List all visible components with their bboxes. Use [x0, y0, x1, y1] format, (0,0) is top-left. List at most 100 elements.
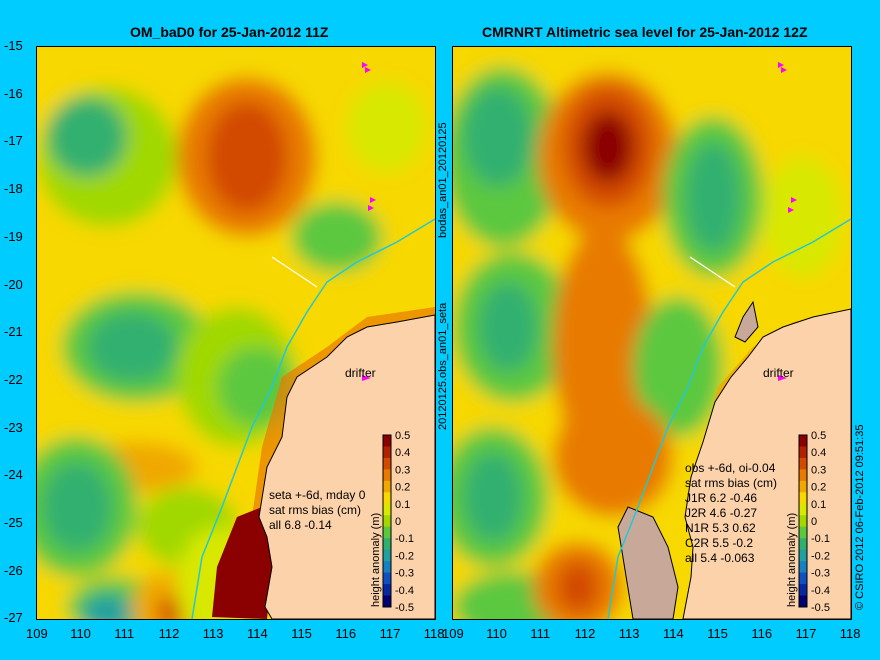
colorbar-tick-label: -0.3	[811, 568, 830, 580]
y-tick-label: -23	[4, 419, 23, 435]
x-tick-label: 109	[26, 626, 48, 641]
right-stats-line-2: sat rms bias (cm)	[685, 476, 777, 490]
x-tick-label: 114	[663, 626, 684, 641]
right-colorbar: 0.5 0.4 0.3 0.2 0.1 0 -0.1 -0.2 -0.3 -0.4 -0.5 heig…	[786, 430, 830, 614]
colorbar-segment	[383, 469, 391, 482]
colorbar-segment	[799, 446, 807, 459]
y-tick-label: -18	[4, 181, 23, 197]
colorbar-segment	[799, 538, 807, 551]
x-tick-label: 118	[423, 626, 445, 641]
left-stats-line-2: sat rms bias (cm)	[269, 503, 361, 517]
right-stats-line-6: C2R 5.5 -0.2	[685, 536, 753, 550]
x-tick-label: 115	[707, 626, 728, 641]
colorbar-tick-label: -0.1	[395, 533, 414, 545]
x-tick-label: 110	[70, 626, 91, 641]
right-stats-line-3: J1R 6.2 -0.46	[685, 491, 757, 505]
left-map-title: OM_baD0 for 25-Jan-2012 11Z	[130, 24, 329, 40]
y-tick-label: -15	[4, 38, 23, 53]
credit-text: © CSIRO 2012 06-Feb-2012 09:51:35	[854, 424, 866, 610]
colorbar-tick-label: 0.4	[395, 447, 410, 459]
y-tick-label: -27	[4, 610, 23, 626]
colorbar-segment	[799, 492, 807, 505]
colorbar-tick-label: 0.3	[395, 464, 410, 476]
colorbar-segment	[799, 480, 807, 493]
colorbar-segment	[383, 457, 391, 470]
x-tick-label: 115	[291, 626, 312, 641]
colorbar-tick-label: 0.1	[811, 499, 826, 511]
colorbar-tick-label: 0	[395, 516, 401, 528]
colorbar-segment	[799, 515, 807, 528]
x-tick-label: 116	[751, 626, 773, 641]
colorbar-segment	[799, 584, 807, 597]
x-tick-label: 117	[795, 626, 817, 641]
y-tick-label: -19	[4, 228, 23, 244]
colorbar-segment	[799, 561, 807, 574]
colorbar-segment	[799, 457, 807, 470]
side-label-bottom: 20120125.obs_an01_seta	[437, 302, 449, 430]
colorbar-frame	[798, 434, 808, 608]
right-stats-line-7: all 5.4 -0.063	[685, 551, 755, 565]
colorbar-segment	[383, 584, 391, 597]
colorbar-segment	[383, 503, 391, 516]
left-map-panel: drifter seta +-6d, mday 0 sat rms bias (…	[36, 46, 436, 620]
colorbar-label: height anomaly (m)	[370, 513, 382, 607]
y-tick-label: -17	[4, 133, 23, 149]
colorbar-segment	[383, 435, 391, 447]
colorbar-segment	[383, 595, 391, 608]
left-stats-line-1: seta +-6d, mday 0	[269, 488, 366, 502]
x-tick-label: 111	[530, 626, 551, 641]
colorbar-segment	[383, 480, 391, 493]
colorbar-segment	[799, 526, 807, 539]
colorbar-tick-label: 0.5	[395, 430, 410, 442]
colorbar-segment	[383, 515, 391, 528]
x-tick-label: 111	[114, 626, 135, 641]
side-label-top: bodas_an01_20120125	[437, 122, 449, 238]
colorbar-tick-label: 0.3	[811, 464, 826, 476]
left-stats-line-3: all 6.8 -0.14	[269, 518, 332, 532]
colorbar-segment	[383, 492, 391, 505]
colorbar-segment	[383, 538, 391, 551]
x-tick-label: 112	[158, 626, 180, 641]
colorbar-segment	[799, 595, 807, 608]
y-tick-label: -22	[4, 371, 23, 387]
right-map-panel: drifter obs +-6d, oi-0.04 sat rms bias (…	[452, 46, 852, 620]
y-tick-label: -16	[4, 85, 23, 101]
colorbar-tick-label: 0.2	[811, 482, 826, 494]
colorbar-segment	[799, 503, 807, 516]
colorbar-tick-label: 0.4	[811, 447, 826, 459]
colorbar-tick-label: 0.1	[395, 499, 410, 511]
colorbar-segment	[383, 446, 391, 459]
left-colorbar: 0.5 0.4 0.3 0.2 0.1 0 -0.1 -0.2 -0.3 -0.4 -0.5 heig…	[370, 430, 414, 614]
right-map-title: CMRNRT Altimetric sea level for 25-Jan-2…	[482, 24, 808, 40]
colorbar-segment	[799, 435, 807, 447]
colorbar-tick-label: -0.2	[811, 550, 830, 562]
x-tick-label: 109	[442, 626, 464, 641]
colorbar-label: height anomaly (m)	[786, 513, 798, 607]
y-tick-label: -25	[4, 515, 23, 530]
x-tick-label: 118	[839, 626, 861, 641]
x-tick-label: 116	[335, 626, 357, 641]
x-tick-label: 113	[202, 626, 224, 641]
colorbar-tick-label: -0.1	[811, 533, 830, 545]
colorbar-segment	[383, 549, 391, 562]
colorbar-tick-label: -0.4	[395, 585, 414, 597]
y-tick-label: -20	[4, 276, 23, 292]
colorbar-tick-label: -0.5	[395, 602, 414, 614]
colorbar-segment	[383, 526, 391, 539]
colorbar-segment	[799, 469, 807, 482]
right-drifter-label: drifter	[763, 366, 794, 380]
colorbar-tick-label: 0.5	[811, 430, 826, 442]
x-tick-label: 112	[574, 626, 596, 641]
land-mass-right	[682, 308, 851, 619]
right-stats-line-1: obs +-6d, oi-0.04	[685, 461, 776, 475]
x-tick-label: 113	[618, 626, 640, 641]
colorbar-tick-label: -0.3	[395, 568, 414, 580]
right-stats-line-5: N1R 5.3 0.62	[685, 521, 756, 535]
x-tick-label: 110	[486, 626, 507, 641]
colorbar-segment	[383, 561, 391, 574]
x-tick-label: 114	[247, 626, 268, 641]
colorbar-tick-label: -0.2	[395, 550, 414, 562]
y-tick-label: -21	[4, 324, 23, 340]
colorbar-segment	[799, 549, 807, 562]
right-sea-level-map: drifter obs +-6d, oi-0.04 sat rms bias (…	[453, 47, 851, 619]
